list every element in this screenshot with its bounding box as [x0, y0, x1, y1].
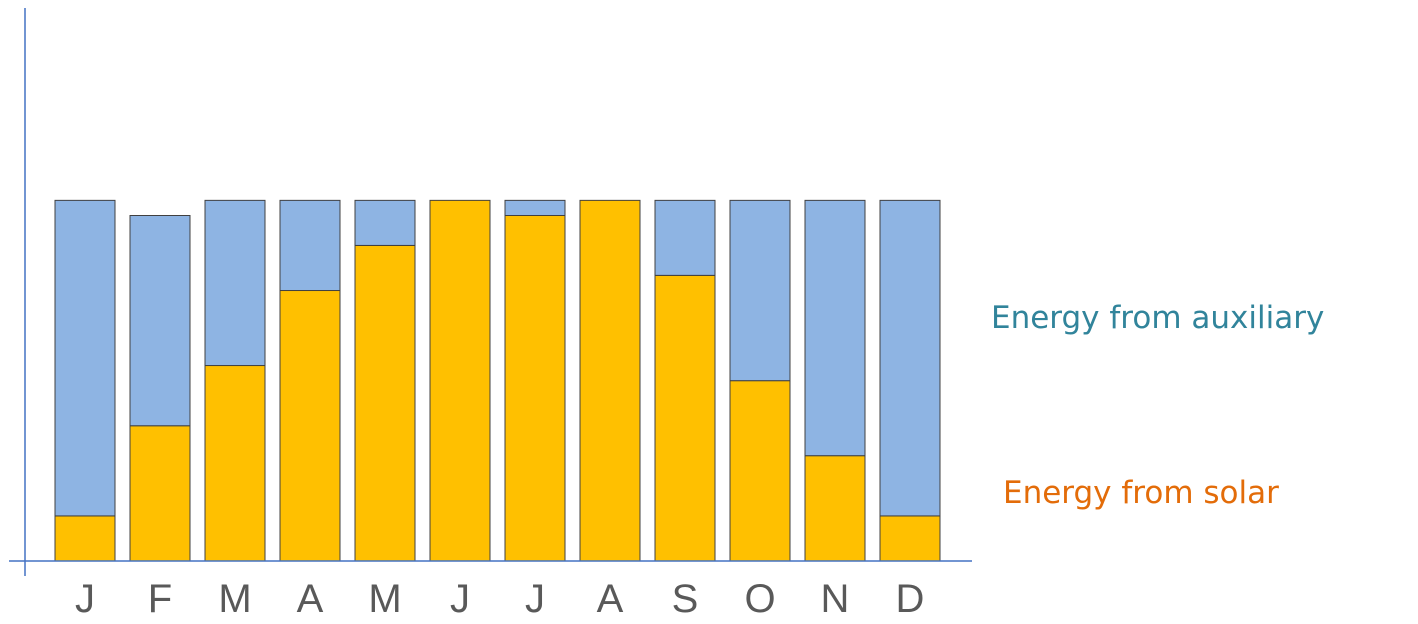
legend-auxiliary: Energy from auxiliary	[991, 300, 1325, 336]
legend-solar: Energy from solar	[1003, 475, 1279, 511]
x-tick-label-3: M	[218, 577, 251, 621]
bar-auxiliary-5	[354, 199, 416, 246]
bar-auxiliary-2	[129, 215, 191, 427]
bar-auxiliary-12	[879, 199, 941, 517]
bar-solar-11	[804, 455, 866, 562]
bar-auxiliary-4	[279, 199, 341, 292]
bar-solar-5	[354, 244, 416, 562]
bar-auxiliary-3	[204, 199, 266, 367]
x-tick-label-11: N	[821, 577, 850, 621]
x-tick-label-1: J	[75, 577, 95, 621]
bars-group	[54, 199, 941, 562]
bar-solar-7	[504, 215, 566, 562]
bar-solar-10	[729, 380, 791, 562]
x-tick-label-6: J	[450, 577, 470, 621]
bar-auxiliary-11	[804, 199, 866, 457]
bar-auxiliary-9	[654, 199, 716, 276]
x-tick-label-8: A	[597, 577, 624, 621]
bar-solar-2	[129, 425, 191, 562]
x-tick-label-9: S	[672, 577, 699, 621]
bar-solar-8	[579, 199, 641, 562]
x-tick-label-10: O	[744, 577, 775, 621]
bar-solar-4	[279, 290, 341, 562]
bar-solar-12	[879, 515, 941, 562]
bar-solar-3	[204, 365, 266, 562]
axes-group	[9, 8, 972, 576]
bar-auxiliary-1	[54, 199, 116, 517]
x-tick-label-4: A	[297, 577, 324, 621]
bar-solar-6	[429, 199, 491, 562]
bar-auxiliary-7	[504, 199, 566, 217]
x-tick-label-7: J	[525, 577, 545, 621]
bar-auxiliary-10	[729, 199, 791, 382]
bar-solar-1	[54, 515, 116, 562]
bar-solar-9	[654, 274, 716, 562]
x-tick-label-5: M	[368, 577, 401, 621]
x-tick-label-2: F	[148, 577, 172, 621]
x-tick-label-12: D	[896, 577, 925, 621]
